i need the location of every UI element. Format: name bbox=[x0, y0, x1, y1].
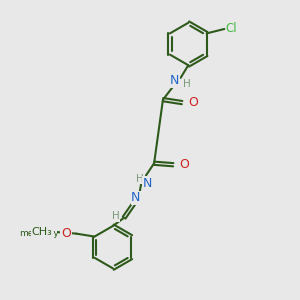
Text: Cl: Cl bbox=[226, 22, 237, 35]
Text: N: N bbox=[143, 177, 152, 190]
Text: H: H bbox=[112, 211, 120, 221]
Text: N: N bbox=[131, 191, 141, 205]
Text: N: N bbox=[170, 74, 179, 87]
Text: CH₃: CH₃ bbox=[32, 227, 52, 237]
Text: methoxy: methoxy bbox=[20, 229, 59, 238]
Text: H: H bbox=[183, 79, 190, 89]
Text: O: O bbox=[189, 96, 198, 109]
Text: O: O bbox=[61, 226, 71, 239]
Text: O: O bbox=[180, 158, 190, 171]
Text: H: H bbox=[136, 174, 144, 184]
